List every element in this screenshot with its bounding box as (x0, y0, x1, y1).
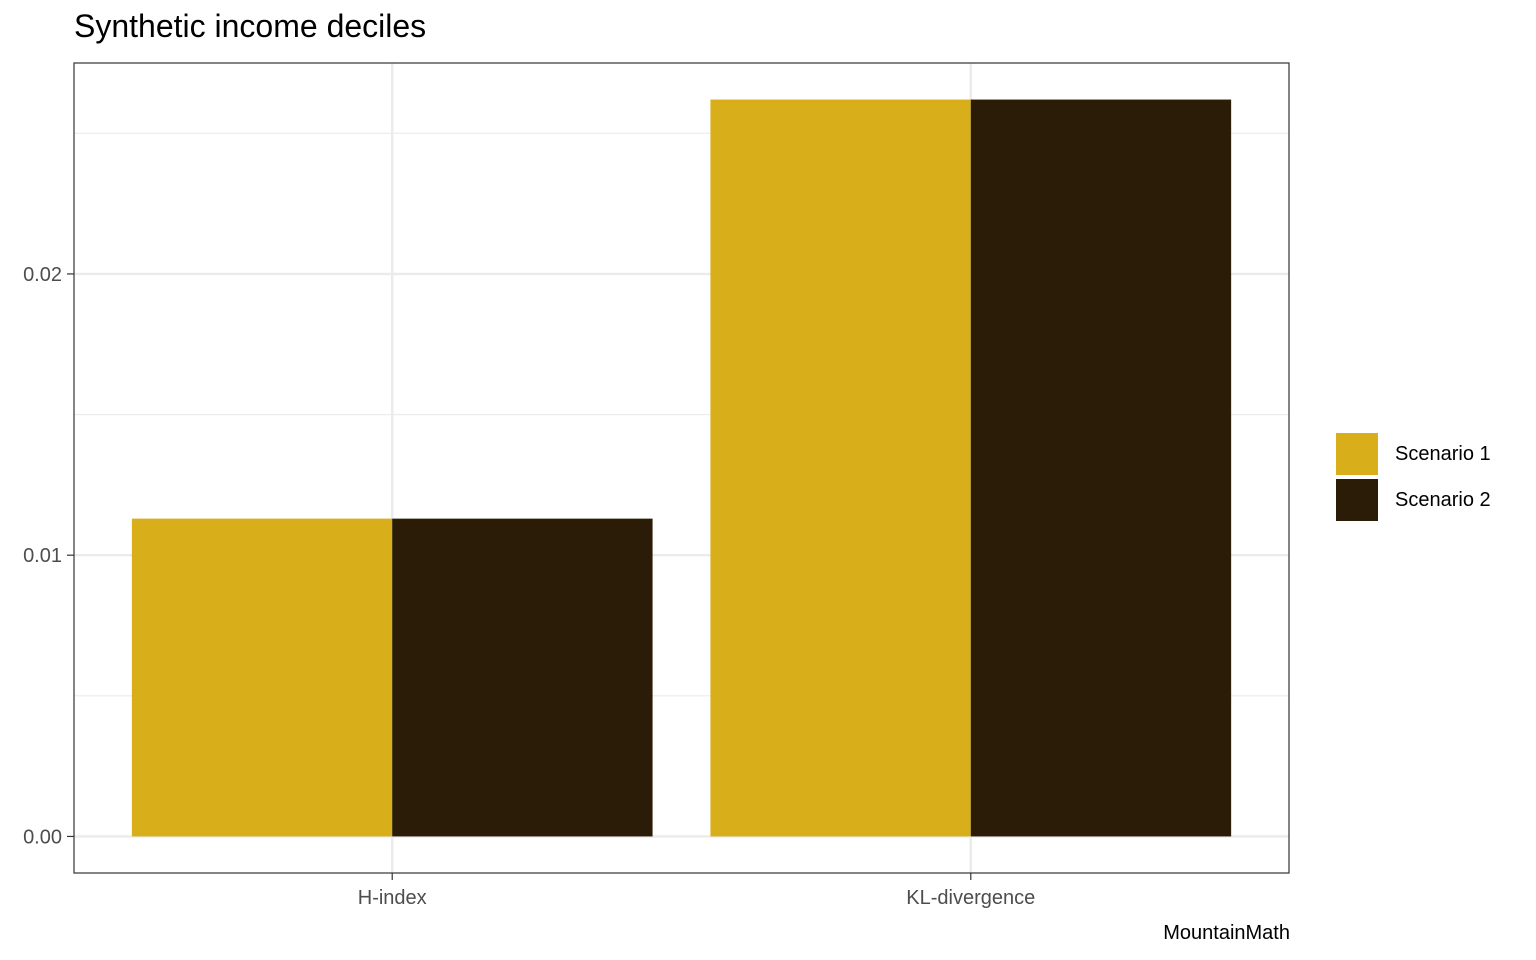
bars (131, 99, 1232, 837)
y-tick-label: 0.01 (23, 545, 62, 567)
bar-h-index-series-2 (392, 518, 653, 837)
x-tick-label: KL-divergence (906, 887, 1035, 909)
bar-h-index-series-1 (131, 518, 393, 837)
x-tick-label: H-index (358, 887, 427, 909)
legend-label-scenario-1: Scenario 1 (1395, 442, 1491, 465)
legend-key-scenario-1 (1336, 433, 1378, 475)
legend-key-scenario-2 (1336, 479, 1378, 521)
legend-item-scenario-1: Scenario 1 (1336, 431, 1491, 477)
y-tick-label: 0.02 (23, 264, 62, 286)
plot-panel-border (73, 62, 1290, 874)
chart-title: Synthetic income deciles (74, 8, 427, 44)
bar-kl-divergence-series-2 (970, 99, 1232, 837)
y-tick-label: 0.00 (23, 826, 62, 848)
legend: Scenario 1 Scenario 2 (1336, 431, 1491, 523)
bar-kl-divergence-series-1 (710, 99, 971, 837)
legend-label-scenario-2: Scenario 2 (1395, 488, 1491, 511)
caption: MountainMath (1163, 922, 1290, 944)
legend-item-scenario-2: Scenario 2 (1336, 477, 1491, 523)
axes: 0.00 0.01 0.02 H-index KL-divergence (23, 264, 1035, 909)
